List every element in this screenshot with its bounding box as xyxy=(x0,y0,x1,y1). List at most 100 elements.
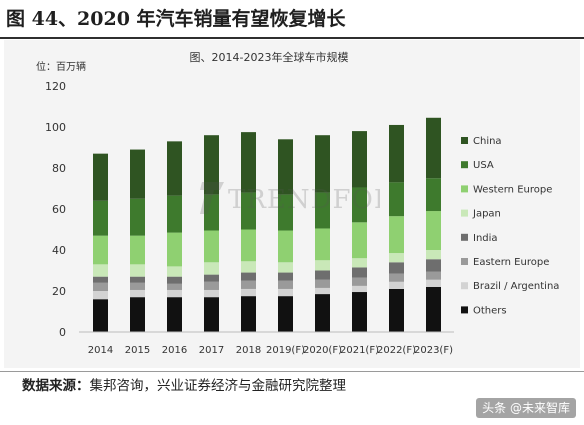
y-tick-label: 20 xyxy=(52,285,66,298)
y-tick-label: 120 xyxy=(45,80,66,93)
bar-segment xyxy=(93,276,108,283)
bar-segment xyxy=(130,289,145,298)
bar-segment xyxy=(278,288,293,297)
stacked-bar-chart: 图、2014-2023年全球车市规模 位：百万辆 0 20 40 60 80 100 120… xyxy=(36,50,559,356)
bar-segment xyxy=(278,139,293,195)
legend-swatch xyxy=(461,185,468,193)
legend-label: Others xyxy=(473,305,507,316)
bar-segment xyxy=(130,297,145,332)
bar-segment xyxy=(426,211,441,250)
bar-segment xyxy=(352,187,367,223)
bar-segment xyxy=(204,289,219,298)
y-tick-label: 100 xyxy=(45,121,66,134)
legend-swatch xyxy=(461,209,468,217)
x-axis-ticks: 2014 2015 2016 2017 2018 2019(F)2020(F)2021(F… xyxy=(88,345,453,356)
x-tick-label: 2015 xyxy=(125,345,150,356)
bar-segment xyxy=(389,124,404,183)
bar-segment xyxy=(241,261,256,273)
bar-segment xyxy=(315,270,330,280)
y-axis-ticks: 0 20 40 60 80 100 120 xyxy=(45,80,66,339)
bar-segment xyxy=(167,297,182,332)
bar-segment xyxy=(426,271,441,280)
bar-segment xyxy=(426,178,441,212)
bar-segment xyxy=(130,264,145,277)
bar-segment xyxy=(93,235,108,265)
bar-stacks xyxy=(93,117,441,332)
bar-segment xyxy=(389,262,404,274)
legend-label: Brazil / Argentina xyxy=(473,281,559,292)
bar-segment xyxy=(241,288,256,297)
x-tick-label: 2022(F) xyxy=(377,345,416,356)
bar-segment xyxy=(167,232,182,267)
bar-segment xyxy=(167,283,182,290)
bar-segment xyxy=(167,195,182,233)
bar-segment xyxy=(278,262,293,273)
bar-segment xyxy=(241,272,256,281)
bar-segment xyxy=(315,192,330,229)
y-tick-label: 40 xyxy=(52,244,66,257)
bar-segment xyxy=(352,285,367,293)
bar-segment xyxy=(389,182,404,217)
x-tick-label: 2020(F) xyxy=(303,345,342,356)
x-tick-label: 2019(F) xyxy=(266,345,305,356)
chart-title: 图、2014-2023年全球车市规模 xyxy=(190,50,349,64)
bar-segment xyxy=(389,253,404,263)
bar-segment xyxy=(204,274,219,282)
bar-segment xyxy=(315,279,330,288)
title-rule xyxy=(0,37,584,39)
bar-segment xyxy=(315,135,330,193)
bar-segment xyxy=(278,194,293,231)
x-tick-label: 2014 xyxy=(88,345,113,356)
bar-segment xyxy=(204,281,219,290)
bar-segment xyxy=(426,279,441,287)
y-tick-label: 80 xyxy=(52,162,66,175)
bar-segment xyxy=(389,281,404,289)
bar-segment xyxy=(167,141,182,196)
chart-panel: 图、2014-2023年全球车市规模 位：百万辆 0 20 40 60 80 100 120… xyxy=(4,40,580,368)
x-tick-label: 2021(F) xyxy=(340,345,379,356)
bar-segment xyxy=(278,230,293,263)
bar-segment xyxy=(204,230,219,263)
bar-segment xyxy=(315,260,330,271)
bar-segment xyxy=(241,192,256,230)
y-tick-label: 60 xyxy=(52,203,66,216)
bar-segment xyxy=(130,198,145,236)
legend-swatch xyxy=(461,282,468,290)
bar-segment xyxy=(389,288,404,332)
bar-segment xyxy=(93,299,108,332)
y-axis-label: 位：百万辆 xyxy=(36,60,86,73)
figure-title: 图 44、2020 年汽车销量有望恢复增长 xyxy=(6,8,346,30)
x-tick-label: 2017 xyxy=(199,345,224,356)
bar-segment xyxy=(389,273,404,282)
trendforce-logo-icon xyxy=(200,182,224,214)
legend: China USA Western Europe Japan India Eastern … xyxy=(461,136,559,316)
bar-segment xyxy=(278,296,293,332)
bar-segment xyxy=(241,229,256,262)
bar-segment xyxy=(352,292,367,332)
watermark-text: TRENDFORCE xyxy=(228,185,380,215)
source-rule xyxy=(0,371,584,372)
bar-segment xyxy=(130,235,145,265)
bar-segment xyxy=(204,194,219,231)
corner-watermark: 头条 @未来智库 xyxy=(476,398,576,418)
bar-segment xyxy=(130,276,145,283)
source-label: 数据来源： xyxy=(22,378,90,394)
legend-label: Western Europe xyxy=(473,184,552,195)
bar-segment xyxy=(315,294,330,332)
bar-segment xyxy=(241,132,256,193)
legend-swatch xyxy=(461,258,468,265)
bar-segment xyxy=(352,258,367,268)
legend-label: USA xyxy=(473,160,494,171)
source-text: 集邦咨询，兴业证券经济与金融研究院整理 xyxy=(89,378,347,394)
bar-segment xyxy=(241,280,256,289)
bar-segment xyxy=(93,153,108,201)
x-tick-label: 2016 xyxy=(162,345,187,356)
bar-segment xyxy=(130,282,145,290)
legend-swatch xyxy=(461,306,468,314)
bar-segment xyxy=(93,291,108,300)
bar-segment xyxy=(389,216,404,254)
bar-segment xyxy=(426,250,441,260)
legend-label: India xyxy=(473,233,498,244)
bar-segment xyxy=(352,222,367,259)
bar-segment xyxy=(204,297,219,332)
